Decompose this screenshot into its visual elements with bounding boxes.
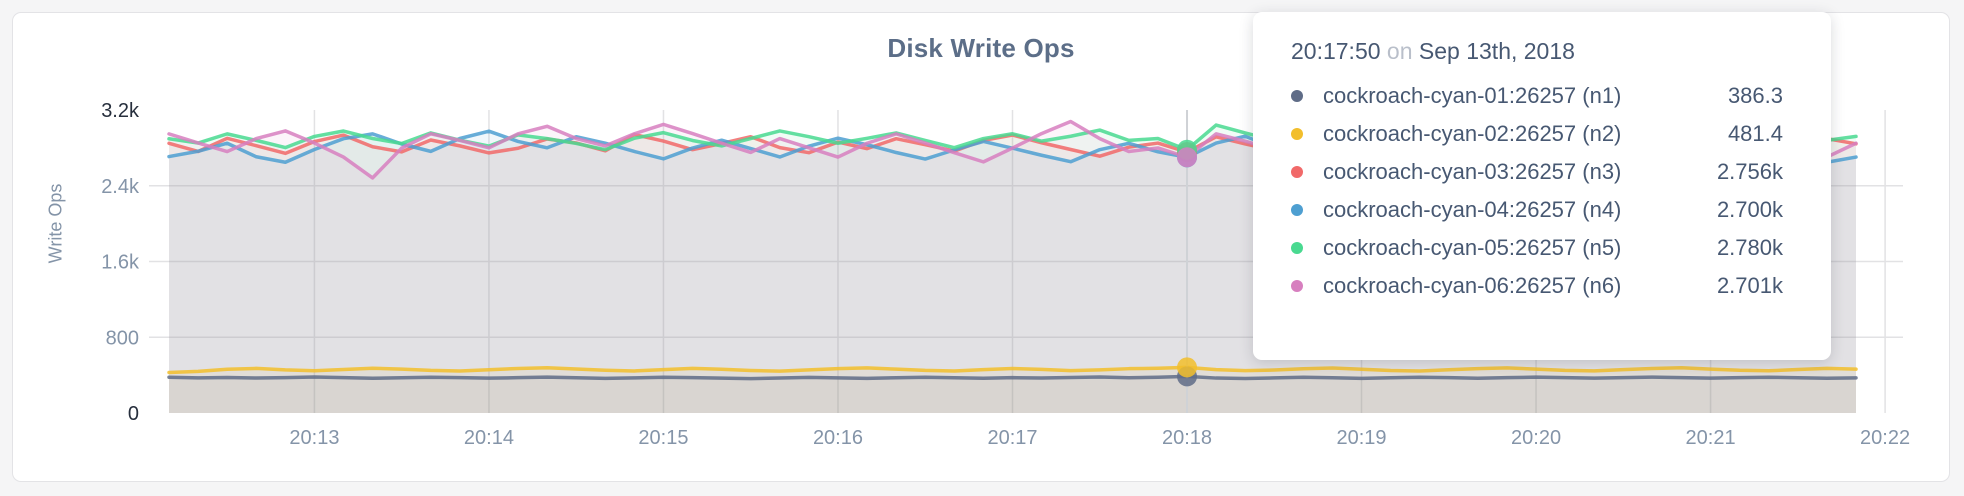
hover-tooltip: 20:17:50 on Sep 13th, 2018 cockroach-cya… [1253, 12, 1831, 360]
series-name: cockroach-cyan-05:26257 (n5) [1323, 235, 1622, 260]
tooltip-date: Sep 13th, 2018 [1418, 38, 1575, 64]
x-axis-tick-label: 20:14 [464, 427, 514, 449]
series-name: cockroach-cyan-06:26257 (n6) [1323, 273, 1622, 298]
series-value: 2.780k [1716, 235, 1783, 260]
x-axis-tick-label: 20:17 [987, 427, 1037, 449]
chart-card: Disk Write Ops Write Ops 3.2k 2.4k 1.6k 800… [12, 12, 1950, 482]
tooltip-connector: on [1386, 38, 1413, 64]
tooltip-series-row: cockroach-cyan-06:26257 (n6) 2.701k [1291, 267, 1783, 305]
x-axis-tick-label: 20:18 [1162, 427, 1212, 449]
tooltip-timestamp: 20:17:50 on Sep 13th, 2018 [1291, 38, 1783, 65]
series-dot-icon [1291, 280, 1303, 292]
series-name: cockroach-cyan-01:26257 (n1) [1323, 83, 1622, 108]
series-dot-icon [1291, 128, 1303, 140]
series-value: 481.4 [1727, 121, 1783, 146]
tooltip-series-row: cockroach-cyan-02:26257 (n2) 481.4 [1291, 115, 1783, 153]
series-line [167, 374, 1858, 381]
y-axis-tick-label: 3.2k [101, 100, 140, 122]
series-value: 386.3 [1727, 83, 1783, 108]
series-value: 2.756k [1716, 159, 1783, 184]
hover-dot [1177, 147, 1198, 168]
y-axis-tick-label: 2.4k [101, 176, 140, 198]
series-value: 2.701k [1716, 273, 1783, 298]
tooltip-time: 20:17:50 [1291, 38, 1381, 64]
x-axis-tick-label: 20:15 [638, 427, 688, 449]
series-dot-icon [1291, 204, 1303, 216]
series-line [167, 365, 1858, 375]
x-axis-tick-label: 20:22 [1860, 427, 1910, 449]
series-dot-icon [1291, 90, 1303, 102]
x-axis-tick-label: 20:16 [813, 427, 863, 449]
tooltip-series-row: cockroach-cyan-05:26257 (n5) 2.780k [1291, 229, 1783, 267]
x-axis-tick-label: 20:19 [1337, 427, 1387, 449]
series-name: cockroach-cyan-04:26257 (n4) [1323, 197, 1622, 222]
series-area [169, 376, 1856, 413]
series-dot-icon [1291, 166, 1303, 178]
tooltip-series-row: cockroach-cyan-01:26257 (n1) 386.3 [1291, 77, 1783, 115]
y-axis-tick-label: 0 [128, 403, 139, 425]
x-axis-tick-label: 20:21 [1686, 427, 1736, 449]
x-axis-tick-label: 20:13 [289, 427, 339, 449]
tooltip-series-row: cockroach-cyan-04:26257 (n4) 2.700k [1291, 191, 1783, 229]
x-axis-tick-label: 20:20 [1511, 427, 1561, 449]
series-dot-icon [1291, 242, 1303, 254]
y-axis-tick-label: 1.6k [101, 252, 140, 274]
series-value: 2.700k [1716, 197, 1783, 222]
tooltip-series-row: cockroach-cyan-03:26257 (n3) 2.756k [1291, 153, 1783, 191]
series-name: cockroach-cyan-03:26257 (n3) [1323, 159, 1622, 184]
chart-title: Disk Write Ops [887, 33, 1075, 63]
y-axis-tick-label: 800 [106, 327, 139, 349]
hover-dot [1177, 357, 1198, 378]
series-name: cockroach-cyan-02:26257 (n2) [1323, 121, 1622, 146]
